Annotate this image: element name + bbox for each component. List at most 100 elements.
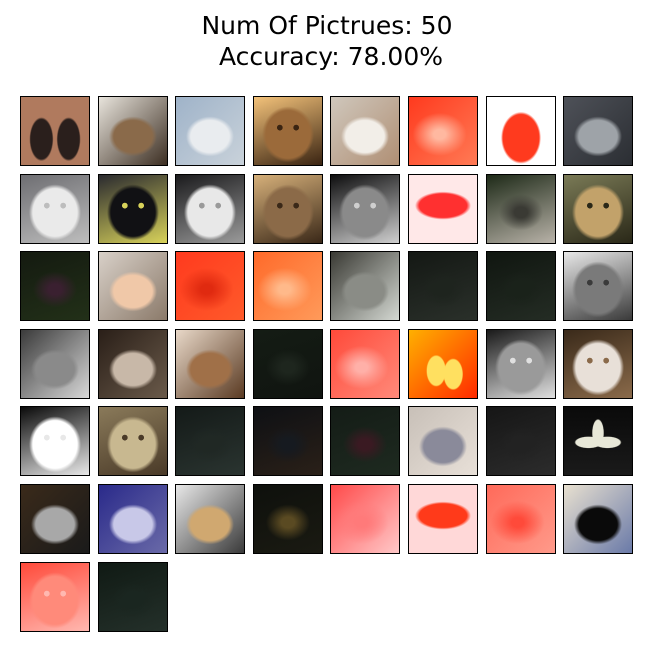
flower-photo <box>331 407 399 475</box>
cat-photo <box>176 485 244 553</box>
thumbnail-cat <box>486 96 556 166</box>
cat-photo <box>564 97 632 165</box>
thumbnail-cat <box>563 329 633 399</box>
cat-photo <box>254 97 322 165</box>
thumbnail-scene <box>486 406 556 476</box>
thumbnail-cat <box>330 329 400 399</box>
cat-photo <box>99 407 167 475</box>
thumbnail-scene <box>330 484 400 554</box>
cat-photo <box>564 175 632 243</box>
thumbnail-cat <box>20 96 90 166</box>
thumbnail-cat <box>253 251 323 321</box>
scene-photo <box>99 563 167 631</box>
flower-photo <box>564 407 632 475</box>
cat-photo <box>254 252 322 320</box>
cat-photo <box>99 485 167 553</box>
cat-photo <box>409 407 477 475</box>
thumbnail-cat <box>20 329 90 399</box>
cat-photo <box>176 175 244 243</box>
thumbnail-butterfly <box>408 96 478 166</box>
thumbnail-cat <box>486 329 556 399</box>
thumbnail-cat <box>98 96 168 166</box>
cat-photo <box>487 485 555 553</box>
thumbnail-cat <box>98 251 168 321</box>
thumbnail-cat <box>253 174 323 244</box>
cat-photo <box>254 175 322 243</box>
thumbnail-cat <box>408 406 478 476</box>
cat-photo <box>99 252 167 320</box>
cat-photo <box>331 252 399 320</box>
scene-photo <box>176 407 244 475</box>
butterfly-photo <box>409 97 477 165</box>
cat-photo <box>564 485 632 553</box>
cat-photo <box>99 175 167 243</box>
thumbnail-cat <box>20 406 90 476</box>
cat-photo <box>21 563 89 631</box>
thumbnail-cat <box>253 96 323 166</box>
thumbnail-flower <box>563 406 633 476</box>
thumbnail-cat <box>20 174 90 244</box>
thumbnail-cat <box>175 96 245 166</box>
thumbnail-cat <box>330 96 400 166</box>
thumbnail-scene <box>98 562 168 632</box>
image-grid <box>20 96 640 636</box>
cat-photo <box>21 485 89 553</box>
thumbnail-cat <box>98 406 168 476</box>
butterfly-photo <box>409 175 477 243</box>
cat-photo <box>176 97 244 165</box>
thumbnail-cat <box>175 484 245 554</box>
cat-photo <box>564 330 632 398</box>
cat-photo <box>487 330 555 398</box>
thumbnail-cat <box>20 562 90 632</box>
cat-photo <box>176 330 244 398</box>
thumbnail-birds <box>408 329 478 399</box>
figure-title: Num Of Pictrues: 50 Accuracy: 78.00% <box>0 10 654 72</box>
thumbnail-cat <box>330 174 400 244</box>
cat-photo <box>21 330 89 398</box>
scene-photo <box>254 407 322 475</box>
sign-photo <box>487 175 555 243</box>
cat-photo <box>21 97 89 165</box>
scene-photo <box>487 407 555 475</box>
thumbnail-cat <box>563 484 633 554</box>
thumbnail-cat <box>175 329 245 399</box>
thumbnail-cat <box>98 174 168 244</box>
picture-count-label: Num Of Pictrues: 50 <box>201 11 453 40</box>
thumbnail-cat <box>175 251 245 321</box>
thumbnail-scene <box>253 329 323 399</box>
umbrella-photo <box>409 485 477 553</box>
cat-photo <box>487 97 555 165</box>
accuracy-label: Accuracy: 78.00% <box>211 42 443 71</box>
thumbnail-flower <box>330 406 400 476</box>
flower-photo <box>21 252 89 320</box>
cat-photo <box>176 252 244 320</box>
scene-photo <box>331 485 399 553</box>
thumbnail-cat <box>563 174 633 244</box>
thumbnail-cat <box>330 251 400 321</box>
thumbnail-cat <box>175 174 245 244</box>
cat-photo <box>331 175 399 243</box>
thumbnail-scene <box>175 406 245 476</box>
thumbnail-cat <box>98 484 168 554</box>
thumbnail-scene <box>408 251 478 321</box>
cat-photo <box>99 330 167 398</box>
thumbnail-cat <box>486 484 556 554</box>
cat-photo <box>564 252 632 320</box>
cat-photo <box>331 330 399 398</box>
thumbnail-umbrella <box>408 484 478 554</box>
thumbnail-flower <box>253 484 323 554</box>
flower-photo <box>254 485 322 553</box>
scene-photo <box>409 252 477 320</box>
thumbnail-cat <box>20 484 90 554</box>
thumbnail-flower <box>20 251 90 321</box>
birds-photo <box>409 330 477 398</box>
cat-photo <box>331 97 399 165</box>
cat-photo <box>99 97 167 165</box>
thumbnail-cat <box>98 329 168 399</box>
thumbnail-scene <box>253 406 323 476</box>
thumbnail-scene <box>486 251 556 321</box>
thumbnail-cat <box>563 96 633 166</box>
cat-photo <box>21 175 89 243</box>
thumbnail-sign <box>486 174 556 244</box>
cat-photo <box>21 407 89 475</box>
